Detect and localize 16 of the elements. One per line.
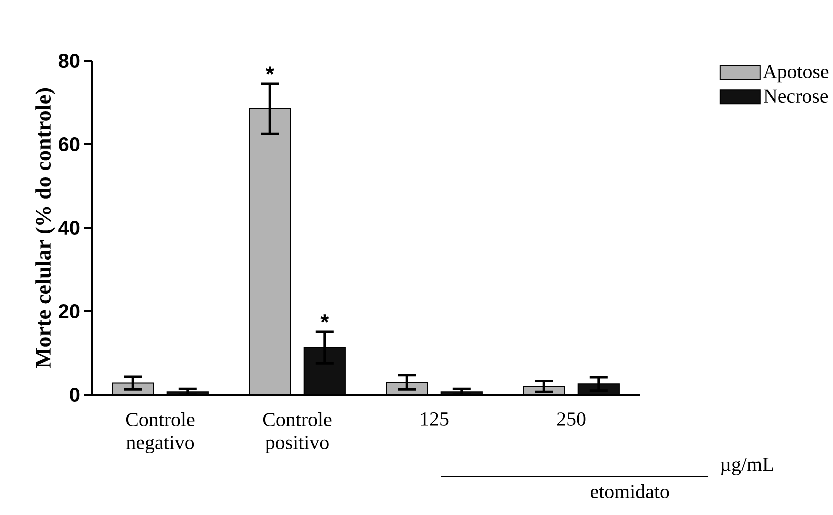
x-tick-label: Controle positivo xyxy=(263,412,332,454)
x-tick-label: 250 xyxy=(557,412,586,426)
y-tick-label: 20 xyxy=(59,304,80,319)
legend-label: Apotose xyxy=(763,65,829,83)
y-tick-label: 40 xyxy=(58,220,80,236)
x-tick-label: 125 xyxy=(421,412,449,426)
y-tick-label: 0 xyxy=(70,388,80,402)
legend-label: Necrose xyxy=(764,90,828,104)
y-tick-label: 80 xyxy=(58,54,80,68)
annotation: * xyxy=(266,66,274,75)
text: etomidato xyxy=(591,484,670,499)
y-axis-title: Morte celular (% do controle) xyxy=(36,88,56,368)
annotation: * xyxy=(320,314,330,323)
text: µg/mL xyxy=(720,458,774,476)
y-tick-label: 60 xyxy=(59,137,80,152)
x-tick-label: Controle negativo xyxy=(126,412,195,454)
